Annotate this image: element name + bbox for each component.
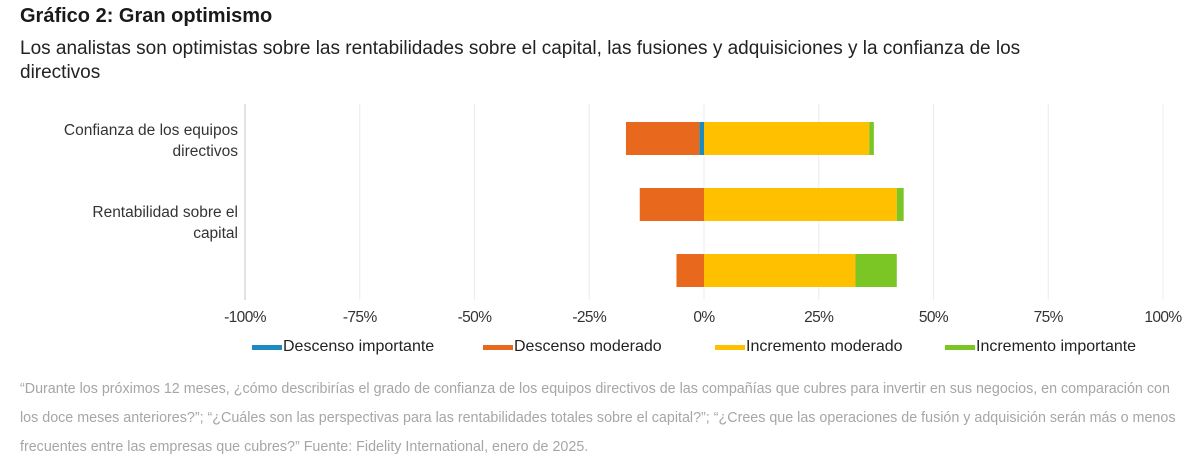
x-tick-label: -75% [342, 309, 377, 326]
legend: Descenso importante Descenso moderado Incr… [0, 338, 1190, 360]
bar-segment-descenso-moderado [676, 254, 704, 287]
legend-item: Incremento importante [945, 338, 1136, 356]
x-tick-label: 0% [693, 309, 715, 326]
legend-swatch [483, 344, 513, 350]
x-tick-label: 25% [804, 309, 834, 326]
bar-segment-incremento-importante [896, 188, 904, 221]
x-tick-label: 50% [918, 309, 949, 326]
legend-label: Descenso importante [283, 338, 435, 355]
x-tick-label: 75% [1033, 309, 1064, 326]
bar-segment-descenso-importante [699, 122, 704, 155]
x-tick-label: -50% [457, 309, 492, 326]
bar-segment-incremento-moderado [704, 122, 870, 155]
category-label-line: Confianza de los equipos [63, 122, 238, 139]
legend-swatch [945, 344, 975, 350]
legend-item: Incremento moderado [715, 338, 903, 356]
x-tick-label: 100% [1144, 309, 1182, 326]
x-tick-label: -25% [572, 309, 607, 326]
legend-swatch [252, 344, 282, 350]
legend-label: Incremento importante [976, 338, 1137, 355]
chart-title: Gráfico 2: Gran optimismo [20, 5, 273, 27]
footnote: “Durante los próximos 12 meses, ¿cómo de… [20, 381, 1176, 455]
bar-segment-incremento-moderado [704, 254, 856, 287]
bar-segment-descenso-moderado [625, 122, 700, 155]
x-tick-label: -100% [224, 309, 266, 326]
category-label-rentabilidad: Rentabilidad sobre el capital [8, 202, 238, 244]
legend-item: Descenso importante [252, 338, 434, 356]
bar-segment-incremento-moderado [704, 188, 897, 221]
legend-item: Descenso moderado [483, 338, 662, 356]
bar-segment-incremento-importante [855, 254, 897, 287]
legend-label: Descenso moderado [514, 338, 662, 355]
category-label-line: capital [193, 225, 238, 242]
category-label-line: Rentabilidad sobre el [92, 204, 238, 221]
legend-swatch [715, 344, 745, 350]
chart-subtitle: Los analistas son optimistas sobre las r… [20, 38, 1021, 83]
category-label-confianza: Confianza de los equipos directivos [8, 120, 238, 162]
bars [625, 122, 904, 287]
bar-segment-incremento-importante [869, 122, 874, 155]
bar-segment-descenso-moderado [639, 188, 704, 221]
category-label-line: directivos [172, 143, 238, 160]
legend-label: Incremento moderado [746, 338, 903, 355]
